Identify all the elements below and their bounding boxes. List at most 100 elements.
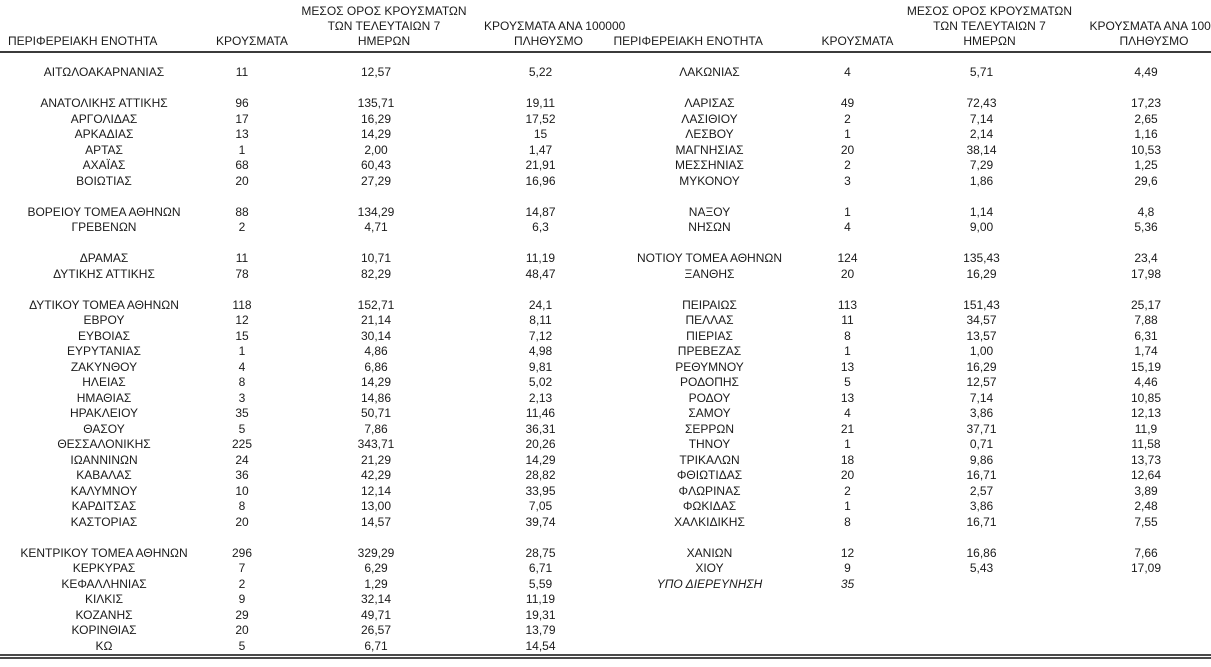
region-cell: ΚΑΣΤΟΡΙΑΣ [70,514,138,529]
region-cell: ΒΟΡΕΙΟΥ ΤΟΜΕΑ ΑΘΗΝΩΝ [27,204,181,219]
col-header-avg7-line3: ΗΜΕΡΩΝ [963,34,1016,48]
per100k-cell: 6,31 [1134,328,1158,343]
avg7-cell: 7,86 [364,421,388,436]
cases-cell: 3 [238,390,246,405]
avg7-cell: 14,29 [360,375,392,389]
avg7-cell: 16,86 [966,545,997,560]
cases-cell: 5 [238,638,246,653]
per100k-cell: 11,9 [1134,421,1158,436]
cases-cell: 8 [238,375,246,389]
table-row: ΓΡΕΒΕΝΩΝ 2 4,71 6,3 [0,220,606,236]
col-header-avg7-line1: ΜΕΣΟΣ ΟΡΟΣ ΚΡΟΥΣΜΑΤΩΝ [301,4,467,18]
cases-cell: 296 [231,545,253,560]
cases-cell: 11 [235,251,249,265]
col-header-region: ΠΕΡΙΦΕΡΕΙΑΚΗ ΕΝΟΤΗΤΑ [8,34,158,48]
region-cell: ΔΡΑΜΑΣ [79,251,129,265]
region-cell: ΘΕΣΣΑΛΟΝΙΚΗΣ [57,437,151,451]
table-row: ΡΕΘΥΜΝΟΥ 13 16,29 15,19 [606,360,1211,376]
cases-cell: 4 [844,220,851,234]
table-row: ΚΑΒΑΛΑΣ 36 42,29 28,82 [0,468,606,484]
avg7-cell [882,577,1082,593]
table-row: ΞΑΝΘΗΣ 20 16,29 17,98 [606,267,1211,283]
per100k-cell: 14,87 [525,204,556,219]
per100k-cell: 8,11 [529,313,552,327]
avg7-cell: 49,71 [360,607,392,622]
table-row: ΝΗΣΩΝ 4 9,00 5,36 [606,220,1211,236]
avg7-cell: 7,14 [969,390,994,405]
cases-cell: 68 [235,158,249,172]
cases-cell: 24 [235,452,249,467]
avg7-cell: 32,14 [360,592,392,606]
per100k-cell: 2,65 [1134,111,1158,126]
table-row: ΚΙΛΚΙΣ 9 32,14 11,19 [0,592,606,608]
avg7-cell: 16,29 [966,359,997,374]
cases-cell: 20 [235,514,249,529]
table-row: ΠΡΕΒΕΖΑΣ 1 1,00 1,74 [606,344,1211,360]
per100k-cell: 7,88 [1134,313,1158,327]
avg7-cell: 2,14 [969,127,994,141]
avg7-cell: 3,86 [969,406,994,420]
per100k-cell: 28,75 [525,545,556,560]
region-cell: ΚΟΖΑΝΗΣ [75,607,133,622]
cases-cell: 12 [235,313,249,327]
cases-cell: 13 [840,359,855,374]
right-table-header: ΠΕΡΙΦΕΡΕΙΑΚΗ ΕΝΟΤΗΤΑ ΚΡΟΥΣΜΑΤΑ ΜΕΣΟΣ ΟΡΟ… [606,0,1211,51]
avg7-cell: 26,57 [360,623,392,637]
avg7-cell: 134,29 [357,204,395,219]
cases-cell: 113 [837,297,858,312]
avg7-cell: 38,14 [966,142,997,157]
per100k-cell: 1,16 [1134,127,1158,141]
per100k-cell: 4,8 [1137,204,1155,219]
per100k-cell: 1,47 [528,142,553,157]
avg7-cell: 34,57 [966,313,997,327]
avg7-cell: 343,71 [357,437,395,451]
cases-cell: 8 [238,499,246,513]
cases-cell: 11 [235,65,249,79]
table-row: ΚΕΝΤΡΙΚΟΥ ΤΟΜΕΑ ΑΘΗΝΩΝ 296 329,29 28,75 [0,546,606,562]
cases-cell: 17 [235,111,249,126]
table-row: ΖΑΚΥΝΘΟΥ 4 6,86 9,81 [0,360,606,376]
per100k-cell: 39,74 [525,514,556,529]
table-row: ΗΡΑΚΛΕΙΟΥ 35 50,71 11,46 [0,406,606,422]
region-cell: ΧΑΝΙΩΝ [686,545,733,560]
cases-cell: 4 [844,65,851,79]
group-spacer [606,81,1211,97]
region-cell: ΑΙΤΩΛΟΑΚΑΡΝΑΝΙΑΣ [43,65,165,79]
table-row: ΜΑΓΝΗΣΙΑΣ 20 38,14 10,53 [606,143,1211,159]
per100k-cell [1082,577,1211,593]
avg7-cell: 152,71 [357,297,395,312]
table-row: ΗΛΕΙΑΣ 8 14,29 5,02 [0,375,606,391]
per100k-cell: 7,55 [1134,514,1158,529]
region-cell: ΕΥΒΟΙΑΣ [77,328,131,343]
avg7-cell: 5,43 [969,561,994,575]
cases-cell: 9 [238,592,246,606]
avg7-cell: 13,00 [360,499,392,513]
per100k-cell: 28,82 [525,468,556,482]
per100k-cell: 5,02 [528,375,553,389]
cases-cell: 20 [235,173,249,188]
cases-cell: 13 [840,390,855,405]
cases-cell: 225 [231,437,253,451]
per100k-cell: 13,79 [525,623,556,637]
cases-cell: 2 [844,483,851,498]
avg7-cell: 82,29 [360,266,392,281]
cases-cell: 88 [235,204,249,219]
table-row: ΜΕΣΣΗΝΙΑΣ 2 7,29 1,25 [606,158,1211,174]
avg7-cell: 16,29 [360,111,392,126]
region-cell: ΝΑΞΟΥ [688,204,731,219]
table-row: ΠΕΙΡΑΙΩΣ 113 151,43 25,17 [606,298,1211,314]
region-cell: ΑΝΑΤΟΛΙΚΗΣ ΑΤΤΙΚΗΣ [40,96,168,110]
avg7-cell: 5,71 [969,65,994,79]
region-cell: ΣΑΜΟΥ [688,406,731,420]
region-cell: ΧΙΟΥ [695,561,724,575]
region-cell: ΜΥΚΟΝΟΥ [679,173,740,188]
cases-cell: 1 [238,142,246,157]
avg7-cell: 14,29 [360,127,392,141]
per100k-cell: 4,46 [1134,375,1158,389]
table-row: ΘΑΣΟΥ 5 7,86 36,31 [0,422,606,438]
cases-cell: 11 [841,313,854,327]
per100k-cell: 5,22 [528,65,553,79]
avg7-cell: 16,71 [966,468,997,482]
region-cell: ΥΠΟ ΔΙΕΡΕΥΝΗΣΗ [656,576,763,591]
region-cell: ΦΘΙΩΤΙΔΑΣ [676,468,743,482]
